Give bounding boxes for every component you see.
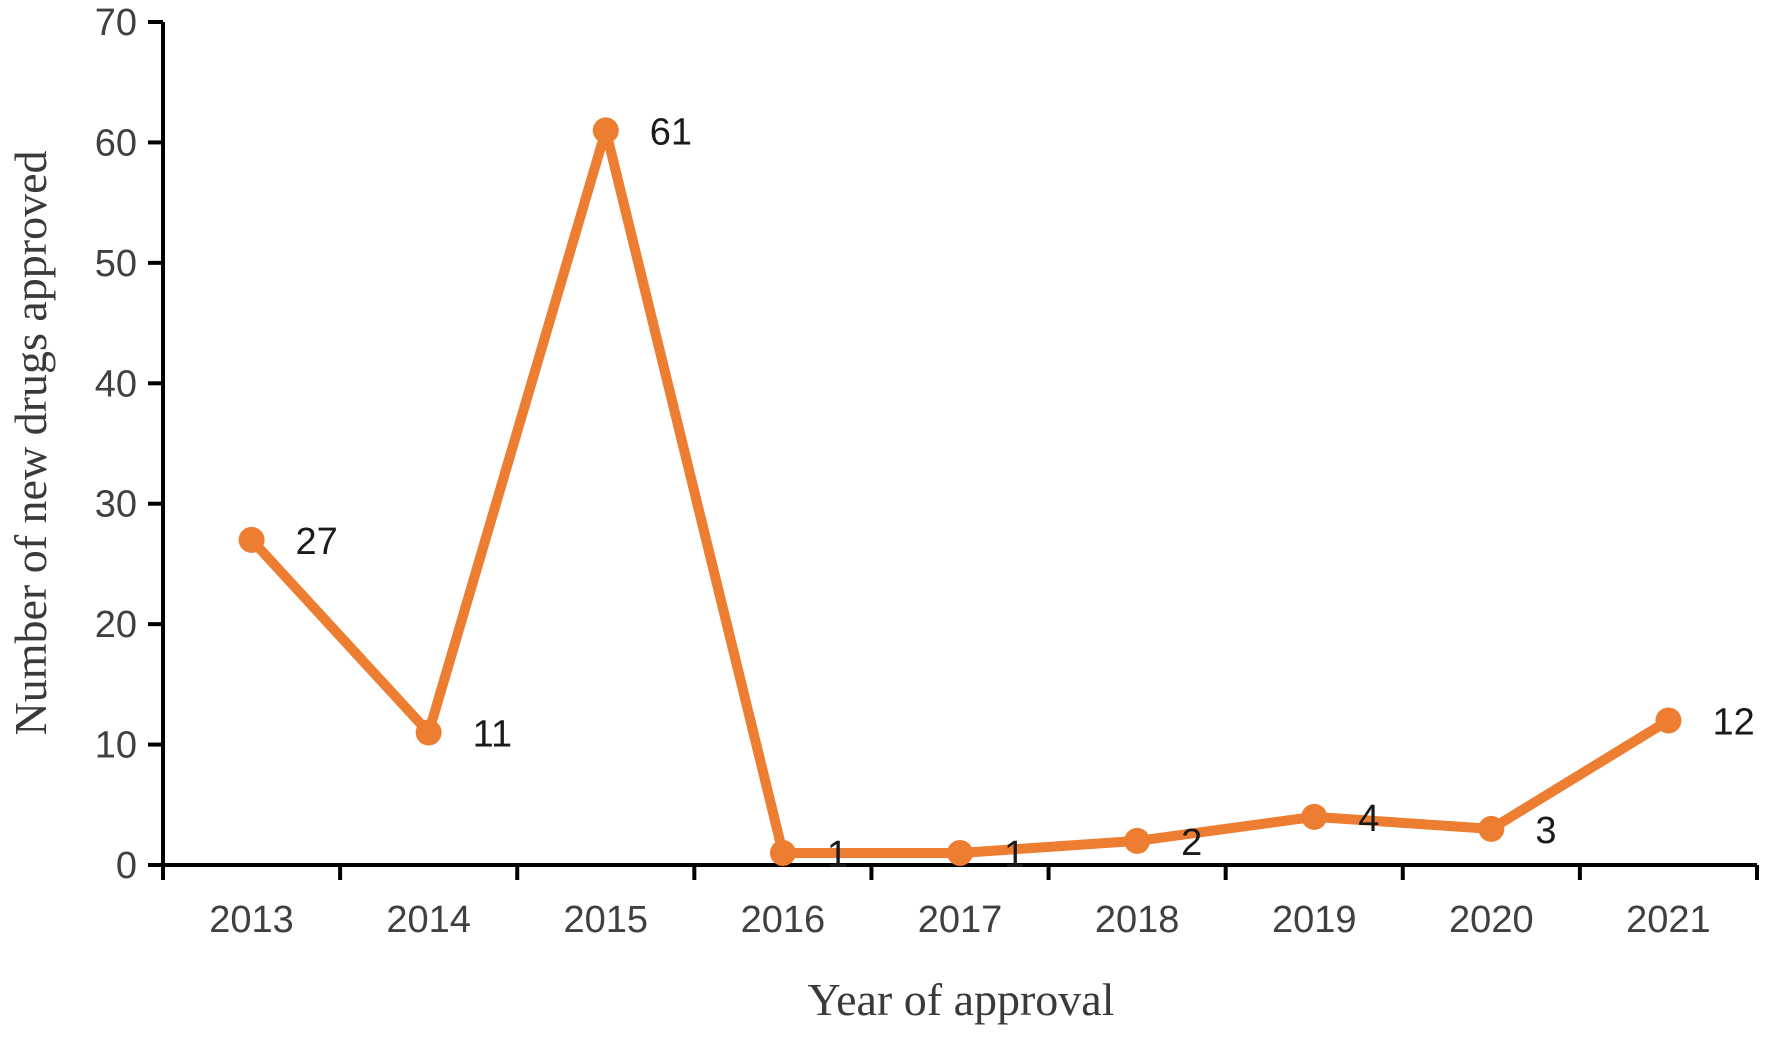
data-label: 4 (1358, 798, 1379, 840)
data-point-marker (769, 839, 796, 866)
data-label: 61 (650, 111, 692, 153)
y-tick-label: 60 (95, 122, 137, 164)
data-point-marker (1655, 707, 1682, 734)
x-tick-label: 2018 (1095, 899, 1180, 941)
data-series-line (238, 117, 1682, 866)
x-tick-label: 2021 (1626, 899, 1711, 941)
y-tick-label: 50 (95, 243, 137, 285)
y-tick-label: 30 (95, 484, 137, 526)
data-label: 3 (1535, 810, 1556, 852)
data-point-marker (238, 526, 265, 553)
y-tick-label: 40 (95, 363, 137, 405)
x-tick-label: 2013 (209, 899, 294, 941)
data-label: 27 (296, 521, 338, 563)
data-point-marker (1301, 803, 1328, 830)
data-label: 11 (473, 714, 512, 756)
data-point-marker (1478, 815, 1505, 842)
data-point-marker (415, 719, 442, 746)
x-tick-label: 2017 (918, 899, 1003, 941)
x-tick-label: 2020 (1449, 899, 1534, 941)
data-label: 1 (1004, 834, 1025, 876)
x-tick-label: 2016 (741, 899, 826, 941)
y-axis: 0 10 20 30 40 50 60 70 (95, 2, 165, 887)
y-tick-label: 20 (95, 604, 137, 646)
x-axis-title: Year of approval (807, 974, 1114, 1025)
data-point-marker (947, 839, 973, 866)
x-tick-label: 2019 (1272, 899, 1357, 941)
x-axis: 2013 2014 2015 2016 2017 2018 2019 2020 2021 (148, 863, 1759, 941)
data-point-marker (592, 117, 619, 144)
data-point-marker (1124, 827, 1151, 854)
data-label: 12 (1712, 701, 1754, 743)
y-tick-label: 70 (95, 2, 137, 44)
y-tick-label: 0 (116, 845, 137, 887)
y-axis-title: Number of new drugs approved (5, 150, 56, 735)
series-polyline (247, 125, 1672, 858)
x-tick-label: 2015 (564, 899, 649, 941)
data-label: 2 (1181, 822, 1202, 864)
data-label: 1 (827, 834, 848, 876)
x-tick-label: 2014 (386, 899, 471, 941)
y-tick-label: 10 (95, 725, 137, 767)
